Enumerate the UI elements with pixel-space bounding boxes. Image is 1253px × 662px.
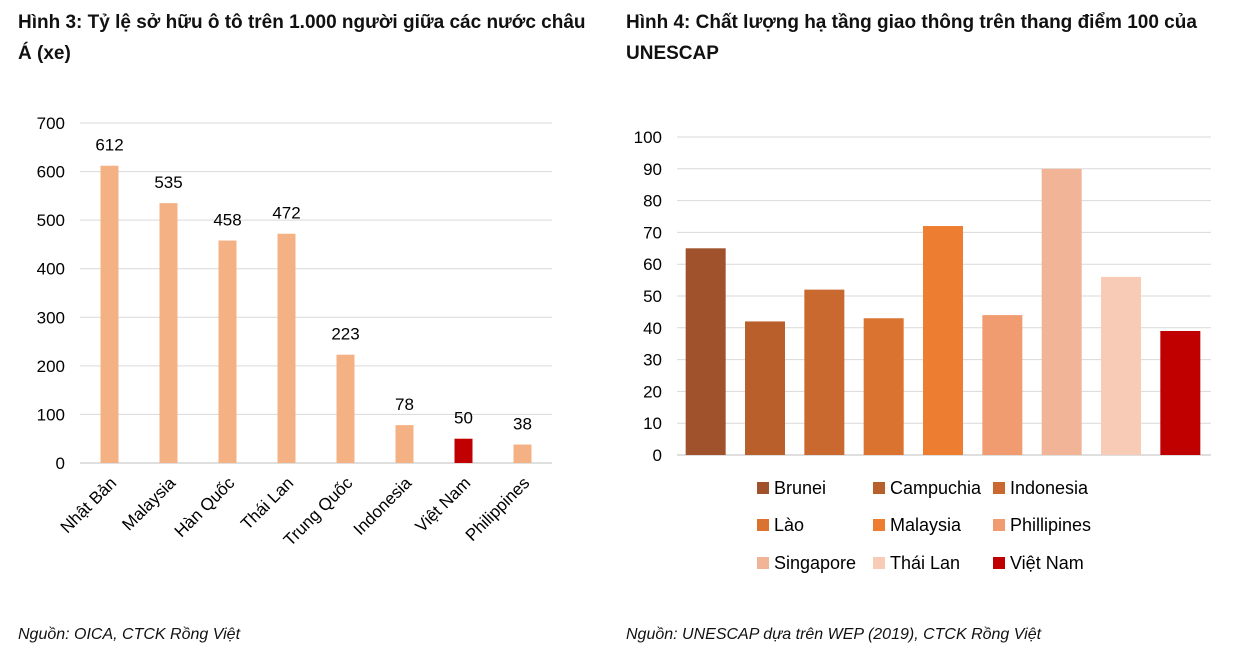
chart1-bar-indonesia [395, 425, 414, 463]
chart2-legend-swatch-campuchia [873, 482, 885, 494]
chart2-legend-swatch-singapore [757, 557, 769, 569]
chart2-bar-phillipines [982, 315, 1023, 455]
chart1-bar-nhat-ban [100, 165, 119, 463]
chart2-y-tick-label: 60 [643, 255, 662, 274]
chart2-legend-swatch-phillipines [993, 519, 1005, 531]
chart1-data-label: 612 [95, 136, 123, 155]
chart1-y-tick-label: 500 [37, 211, 65, 230]
chart1-y-tick-label: 300 [37, 308, 65, 327]
chart2-bar-thai-lan [1101, 276, 1141, 455]
chart1-data-label: 78 [395, 395, 414, 414]
chart1-bar-thai-lan [277, 233, 296, 463]
chart1-data-label: 223 [331, 325, 359, 344]
chart2-y-tick-label: 30 [643, 351, 662, 370]
chart2-legend-swatch-brunei [757, 482, 769, 494]
chart2-legend-swatch-viet-nam [993, 557, 1005, 569]
chart1-y-tick-label: 600 [37, 163, 65, 182]
chart2-y-tick-label: 40 [643, 319, 662, 338]
chart1-y-tick-label: 700 [37, 114, 65, 133]
chart1-data-label: 458 [213, 211, 241, 230]
chart1-data-label: 472 [272, 204, 300, 223]
chart2-legend-label-malaysia: Malaysia [890, 515, 962, 535]
chart2-source: Nguồn: UNESCAP dựa trên WEP (2019), CTCK… [626, 626, 1042, 643]
chart1-bar-trung-quoc [336, 354, 355, 463]
chart2-y-tick-label: 0 [653, 446, 662, 465]
chart2-legend-label-lao: Lào [774, 515, 804, 535]
chart2-legend-label-campuchia: Campuchia [890, 478, 982, 498]
chart1-bar-han-quoc [218, 240, 237, 463]
chart2-bar-brunei [685, 248, 726, 455]
chart2-y-tick-label: 20 [643, 382, 662, 401]
chart1-title: Hình 3: Tỷ lệ sở hữu ô tô trên 1.000 ngư… [18, 12, 586, 64]
chart2-y-tick-label: 10 [643, 414, 662, 433]
chart1-bar-philippines [513, 444, 532, 463]
chart1-y-tick-label: 400 [37, 260, 65, 279]
chart1-bar-viet-nam [454, 438, 473, 463]
chart1-source: Nguồn: OICA, CTCK Rồng Việt [18, 626, 241, 643]
chart1-data-label: 50 [454, 409, 473, 428]
chart2-legend-label-singapore: Singapore [774, 553, 856, 573]
chart2-legend-swatch-indonesia [993, 482, 1005, 494]
chart2-legend-label-brunei: Brunei [774, 478, 826, 498]
chart2-legend-label-indonesia: Indonesia [1010, 478, 1089, 498]
chart2-legend-label-viet-nam: Việt Nam [1010, 553, 1084, 573]
chart2-bar-indonesia [804, 289, 845, 455]
chart1-y-tick-label: 100 [37, 405, 65, 424]
chart2-legend-label-phillipines: Phillipines [1010, 515, 1091, 535]
chart2-infrastructure-bar-chart: 0 10 20 30 40 50 60 70 80 90 100 Brunei Campuchia Ind… [634, 128, 1211, 573]
chart2-y-tick-label: 50 [643, 287, 662, 306]
chart2-legend-swatch-malaysia [873, 519, 885, 531]
chart1-y-tick-label: 200 [37, 357, 65, 376]
chart1-y-tick-label: 0 [56, 454, 65, 473]
chart2-title: Hình 4: Chất lượng hạ tầng giao thông tr… [626, 12, 1197, 64]
chart2-y-tick-label: 90 [643, 160, 662, 179]
chart2-bar-singapore [1041, 168, 1082, 456]
chart2-legend-swatch-lao [757, 519, 769, 531]
chart2-bar-viet-nam [1160, 330, 1201, 455]
chart1-data-label: 38 [513, 415, 532, 434]
chart2-bar-malaysia [923, 226, 963, 455]
chart2-legend-swatch-thai-lan [873, 557, 885, 569]
chart2-y-tick-label: 80 [643, 192, 662, 211]
chart2-bar-lao [863, 318, 904, 455]
chart2-y-tick-label: 70 [643, 223, 662, 242]
chart1-bar-malaysia [159, 203, 178, 463]
chart2-y-tick-label: 100 [634, 128, 662, 147]
chart2-legend-label-thai-lan: Thái Lan [890, 553, 960, 573]
chart1-data-label: 535 [154, 173, 182, 192]
chart2-bar-campuchia [745, 321, 785, 455]
